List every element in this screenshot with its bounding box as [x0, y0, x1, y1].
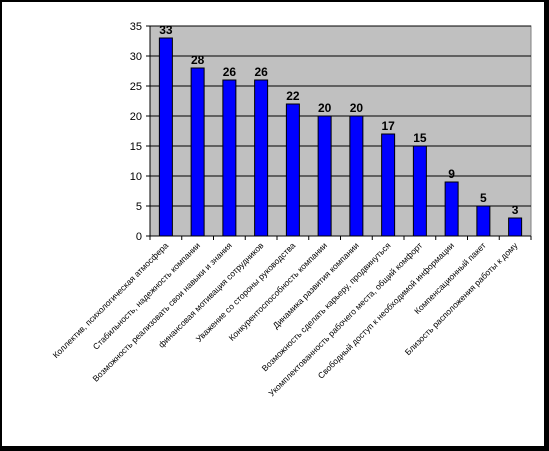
bar	[222, 79, 237, 237]
plot-area	[149, 25, 532, 237]
bar	[190, 67, 205, 237]
y-tick-label: 10	[130, 171, 142, 183]
data-label: 28	[191, 53, 205, 67]
data-label: 33	[159, 23, 173, 37]
bar	[158, 37, 173, 237]
y-tick-labels: 0 5 10 15 20 25 30 35	[130, 21, 142, 243]
bar	[412, 145, 427, 237]
bar	[508, 217, 523, 237]
data-labels: 33 28 26 26 22 20 20 17 15 9 5 3	[159, 23, 519, 217]
axes	[146, 25, 532, 240]
data-label: 26	[223, 65, 237, 79]
data-label: 20	[350, 101, 364, 115]
data-label: 17	[381, 119, 395, 133]
data-label: 22	[286, 89, 300, 103]
x-tick-label: Близость расположения работы к дому	[403, 240, 520, 357]
bar	[444, 181, 459, 237]
y-tick-label: 20	[130, 111, 142, 123]
data-label: 3	[512, 203, 519, 217]
bar	[476, 205, 491, 237]
bar	[317, 115, 332, 237]
bar	[381, 133, 396, 237]
data-label: 15	[413, 131, 427, 145]
bar	[285, 103, 300, 237]
y-tick-label: 30	[130, 51, 142, 63]
x-tick-label: Укомплектованность рабочего места, общий…	[266, 240, 424, 398]
bar	[349, 115, 364, 237]
data-label: 20	[318, 101, 332, 115]
y-tick-label: 0	[136, 231, 142, 243]
y-tick-label: 35	[130, 21, 142, 33]
y-tick-label: 25	[130, 81, 142, 93]
grid-lines	[150, 25, 531, 207]
data-label: 9	[448, 167, 455, 181]
y-tick-label: 5	[136, 201, 142, 213]
bar	[254, 79, 269, 237]
x-tick-labels: Коллектив, психологическая атмосфераСтаб…	[51, 240, 520, 398]
y-tick-label: 15	[130, 141, 142, 153]
bar-series	[158, 37, 523, 237]
x-tick-label: Коллектив, психологическая атмосфера	[51, 240, 171, 360]
data-label: 26	[254, 65, 268, 79]
data-label: 5	[480, 191, 487, 205]
x-tick-label: Возможность реализовать свои навыки и зн…	[91, 240, 235, 384]
